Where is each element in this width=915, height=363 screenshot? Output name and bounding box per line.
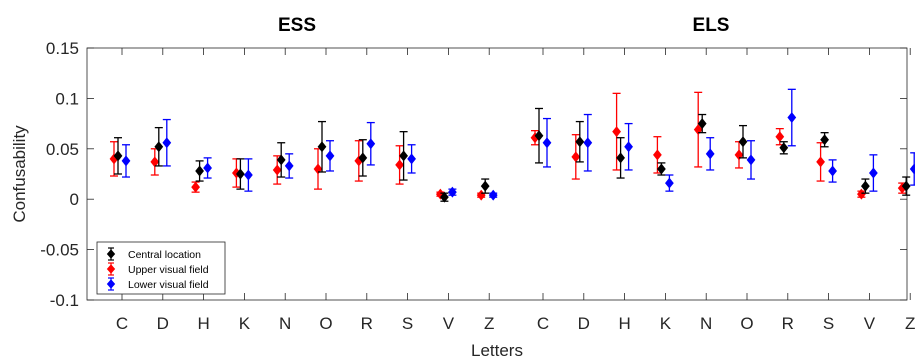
data-point	[869, 167, 878, 179]
data-point	[284, 160, 294, 172]
legend-marker	[106, 249, 116, 259]
legend-label: Central location	[128, 249, 201, 261]
x-tick-label: N	[279, 314, 291, 333]
x-tick-label: C	[116, 314, 128, 333]
data-point	[746, 154, 756, 166]
data-point	[571, 151, 581, 163]
data-point	[480, 180, 490, 192]
data-point	[244, 169, 253, 181]
panel-title-els: ELS	[693, 15, 730, 36]
data-point	[616, 152, 625, 164]
data-point	[203, 162, 212, 174]
data-point	[113, 150, 123, 162]
legend-marker	[106, 264, 116, 274]
x-tick-label: D	[578, 314, 590, 333]
plot-area	[86, 47, 908, 301]
y-axis: -0.1 -0.05 0 0.05 0.1 0.15	[40, 39, 907, 310]
data-point	[325, 150, 335, 162]
data-point	[366, 138, 376, 150]
data-point	[542, 137, 552, 149]
data-point	[150, 156, 160, 168]
data-point	[909, 163, 915, 175]
data-point	[657, 163, 666, 175]
data-point	[665, 177, 674, 189]
y-tick-label: 0	[70, 190, 79, 209]
data-point	[191, 181, 200, 193]
data-point	[195, 165, 204, 177]
data-point	[612, 126, 621, 138]
data-point	[440, 191, 449, 203]
data-point	[575, 136, 585, 148]
x-tick-label: K	[239, 314, 251, 333]
y-tick-label: 0.1	[55, 89, 79, 108]
data-point	[775, 131, 785, 143]
data-point	[488, 189, 498, 201]
data-point	[861, 180, 870, 192]
x-tick-label: H	[197, 314, 209, 333]
legend-marker	[106, 279, 116, 289]
data-point	[358, 152, 368, 164]
data-point	[272, 164, 282, 176]
y-tick-label: 0.15	[46, 39, 79, 58]
x-tick-label: S	[402, 314, 413, 333]
y-axis-label: Confusability	[10, 125, 29, 223]
data-point	[448, 186, 457, 198]
data-point	[705, 148, 715, 160]
data-point	[476, 189, 486, 201]
data-point	[407, 153, 416, 165]
x-tick-label: O	[740, 314, 753, 333]
x-tick-label: Z	[484, 314, 494, 333]
data-point	[395, 159, 404, 171]
legend-label: Lower visual field	[128, 279, 209, 291]
x-tick-label: V	[864, 314, 876, 333]
data-point	[857, 188, 866, 200]
data-point	[901, 180, 911, 192]
x-tick-label: S	[823, 314, 834, 333]
panel-title-ess: ESS	[278, 15, 316, 36]
x-tick-label: N	[700, 314, 712, 333]
data-point	[624, 141, 633, 153]
data-point	[121, 155, 131, 167]
data-point	[317, 141, 327, 153]
x-tick-label: O	[319, 314, 332, 333]
x-tick-label: R	[361, 314, 373, 333]
x-tick-label: V	[443, 314, 455, 333]
x-tick-label: K	[660, 314, 672, 333]
data-point	[534, 130, 544, 142]
data-point	[236, 168, 245, 180]
legend-box	[96, 241, 226, 295]
data-point	[697, 118, 707, 130]
data-point	[779, 142, 789, 154]
x-tick-label: Z	[905, 314, 915, 333]
y-tick-label: 0.05	[46, 140, 79, 159]
data-point	[828, 165, 837, 177]
data-point	[787, 112, 797, 124]
x-axis-label: Letters	[471, 341, 523, 360]
data-marks	[109, 88, 915, 203]
x-tick-label: R	[782, 314, 794, 333]
x-tick-label: D	[157, 314, 169, 333]
data-point	[583, 137, 593, 149]
y-tick-label: -0.05	[40, 241, 79, 260]
data-point	[162, 137, 172, 149]
y-tick-label: -0.1	[50, 291, 79, 310]
legend-label: Upper visual field	[128, 264, 209, 276]
data-point	[154, 141, 164, 153]
data-point	[276, 154, 286, 166]
data-point	[653, 149, 662, 161]
data-point	[820, 134, 829, 146]
data-point	[816, 156, 825, 168]
x-tick-label: H	[618, 314, 630, 333]
data-point	[738, 136, 748, 148]
x-tick-label: C	[537, 314, 549, 333]
legend: Central location Upper visual field Lower …	[96, 241, 226, 295]
data-point	[399, 150, 408, 162]
